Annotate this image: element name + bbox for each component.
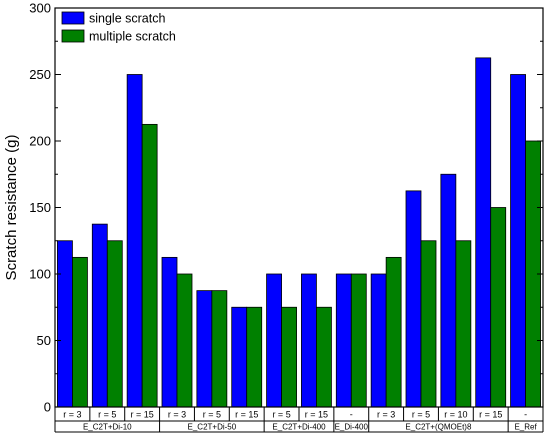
category-label-6: r = 5	[272, 410, 290, 420]
category-label-7: r = 15	[305, 410, 328, 420]
group-label-3: E_Di-400	[335, 423, 369, 432]
bar-single-1	[91, 223, 108, 408]
category-label-9: r = 3	[377, 410, 395, 420]
category-label-13: -	[524, 410, 527, 420]
bar-multiple-6	[281, 306, 297, 408]
bar-multiple-7	[316, 306, 332, 408]
category-label-4: r = 5	[203, 410, 221, 420]
group-label-5: E_Ref	[514, 423, 537, 432]
bar-multiple-11	[455, 240, 472, 408]
y-tick-label-2: 100	[29, 267, 51, 282]
bar-multiple-2	[141, 123, 158, 408]
bar-multiple-0	[72, 256, 88, 408]
bar-multiple-5	[246, 306, 263, 408]
category-label-11: r = 10	[444, 410, 467, 420]
bar-multiple-8	[350, 273, 367, 408]
legend-swatch-multiple	[61, 29, 85, 43]
category-label-5: r = 15	[235, 410, 258, 420]
bar-single-9	[370, 273, 387, 408]
bar-single-4	[196, 290, 213, 408]
group-label-0: E_C2T+Di-10	[83, 423, 132, 432]
group-label-1: E_C2T+Di-50	[188, 423, 237, 432]
bar-single-6	[266, 273, 282, 408]
bar-single-7	[301, 273, 317, 408]
y-tick-label-6: 300	[29, 1, 51, 16]
bar-single-13	[510, 74, 526, 408]
category-label-10: r = 5	[412, 410, 430, 420]
bar-single-8	[335, 273, 352, 408]
bar-multiple-1	[106, 240, 123, 408]
bar-multiple-9	[385, 256, 402, 408]
y-tick-label-0: 0	[44, 400, 51, 415]
bar-multiple-4	[211, 290, 228, 408]
bar-multiple-10	[420, 240, 437, 408]
category-label-3: r = 3	[168, 410, 186, 420]
bar-single-2	[126, 74, 143, 408]
legend-label-single: single scratch	[89, 12, 165, 26]
bar-single-12	[475, 57, 492, 408]
bar-single-10	[405, 190, 422, 408]
category-label-12: r = 15	[479, 410, 502, 420]
plot-area: 0 50 100 150 200 250 300 Scratch resistance (g)…	[3, 1, 544, 433]
category-label-0: r = 3	[63, 410, 81, 420]
bar-multiple-12	[490, 207, 507, 408]
y-axis-title: Scratch resistance (g)	[3, 135, 20, 281]
legend-swatch-single	[61, 11, 85, 25]
bar-multiple-3	[176, 273, 193, 408]
bar-single-0	[57, 240, 73, 408]
legend-label-multiple: multiple scratch	[89, 30, 176, 44]
bar-single-3	[161, 256, 178, 408]
y-tick-label-3: 150	[29, 200, 51, 215]
bar-single-11	[440, 173, 457, 408]
category-label-8: -	[350, 410, 353, 420]
y-tick-label-4: 200	[29, 134, 51, 149]
group-label-2: E_C2T+Di-400	[272, 423, 326, 432]
y-tick-label-1: 50	[37, 333, 51, 348]
category-label-1: r = 5	[98, 410, 116, 420]
group-label-4: E_C2T+(QMOEt)8	[405, 423, 472, 432]
category-label-2: r = 15	[131, 410, 154, 420]
y-tick-label-5: 250	[29, 67, 51, 82]
bar-single-5	[231, 306, 248, 408]
